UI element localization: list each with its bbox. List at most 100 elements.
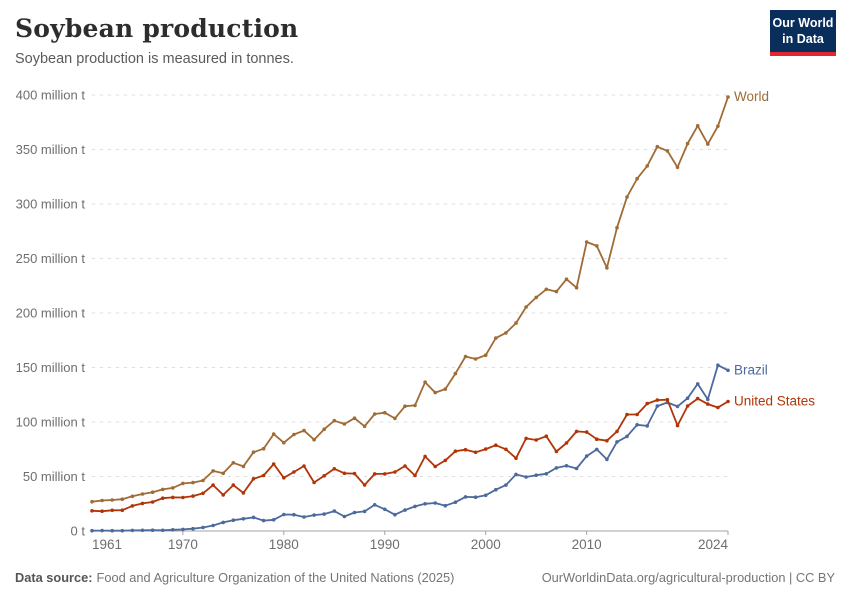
owid-citation-link[interactable]: OurWorldinData.org/agricultural-producti… xyxy=(541,569,835,585)
data-point-marker xyxy=(655,398,660,402)
series-label-united-states[interactable]: United States xyxy=(734,394,815,409)
y-axis-tick-label: 300 million t xyxy=(16,197,86,212)
data-point-marker xyxy=(463,354,468,359)
line-chart[interactable]: 0 t 50 million t 100 million t 150 million … xyxy=(0,78,850,554)
data-point-marker xyxy=(251,477,256,481)
data-point-marker xyxy=(372,412,377,416)
data-point-marker xyxy=(615,440,619,444)
data-point-marker xyxy=(201,478,205,483)
data-point-marker xyxy=(393,512,397,517)
data-point-marker xyxy=(483,493,488,498)
data-point-marker xyxy=(261,446,266,451)
data-point-marker xyxy=(90,509,94,513)
data-point-marker xyxy=(413,403,417,408)
data-point-marker xyxy=(110,508,114,513)
data-point-marker xyxy=(261,473,266,478)
data-point-marker xyxy=(413,504,417,509)
data-point-marker xyxy=(140,528,145,533)
series-line-brazil xyxy=(91,364,729,532)
data-point-marker xyxy=(675,423,680,428)
data-point-marker xyxy=(282,476,286,480)
data-point-marker xyxy=(211,469,215,473)
data-point-marker xyxy=(716,363,720,368)
data-point-marker xyxy=(494,336,498,340)
data-point-marker xyxy=(221,471,225,476)
data-point-marker xyxy=(342,422,347,426)
data-point-marker xyxy=(514,456,518,461)
data-point-marker xyxy=(584,240,589,244)
owid-logo-line2: in Data xyxy=(782,32,824,47)
data-point-marker xyxy=(403,508,407,512)
data-point-marker xyxy=(685,396,690,401)
data-point-marker xyxy=(231,518,236,522)
data-point-marker xyxy=(645,164,649,168)
data-point-marker xyxy=(231,461,236,465)
data-point-marker xyxy=(494,487,498,492)
series-label-world[interactable]: World xyxy=(734,89,769,104)
data-source-note: Data source: Food and Agriculture Organiz… xyxy=(15,570,454,585)
data-point-marker xyxy=(504,447,508,452)
data-point-marker xyxy=(716,405,720,410)
data-point-marker xyxy=(433,464,438,469)
chart-header: Soybean production Soybean production is… xyxy=(0,0,850,78)
data-point-marker xyxy=(171,528,175,532)
data-point-marker xyxy=(181,527,185,532)
data-point-marker xyxy=(271,432,276,436)
data-point-marker xyxy=(160,496,165,501)
data-point-marker xyxy=(483,447,488,451)
data-point-marker xyxy=(150,528,155,532)
data-point-marker xyxy=(383,472,387,476)
data-point-marker xyxy=(665,149,670,153)
data-point-marker xyxy=(554,449,559,454)
data-point-marker xyxy=(120,497,125,502)
data-point-marker xyxy=(282,440,286,445)
data-point-marker xyxy=(90,499,94,504)
data-point-marker xyxy=(181,495,185,500)
data-point-marker xyxy=(383,507,387,512)
data-point-marker xyxy=(90,528,94,533)
data-point-marker xyxy=(332,467,337,471)
data-point-marker xyxy=(595,244,599,248)
data-point-marker xyxy=(443,387,448,391)
data-point-marker xyxy=(110,498,114,502)
data-point-marker xyxy=(504,483,508,487)
data-point-marker xyxy=(352,510,357,515)
data-point-marker xyxy=(150,500,155,504)
owid-logo-line1: Our World xyxy=(772,16,834,30)
data-point-marker xyxy=(120,508,125,512)
data-point-marker xyxy=(423,380,427,385)
y-axis-tick-label: 350 million t xyxy=(16,142,86,157)
series-label-brazil[interactable]: Brazil xyxy=(734,362,768,377)
data-point-marker xyxy=(423,502,427,506)
data-point-marker xyxy=(554,289,559,294)
data-point-marker xyxy=(524,475,528,479)
data-point-marker xyxy=(534,473,538,478)
x-axis-tick-label: 1961 xyxy=(92,537,122,552)
data-point-marker xyxy=(675,404,680,409)
data-point-marker xyxy=(362,424,367,429)
data-point-marker xyxy=(322,512,327,516)
data-point-marker xyxy=(282,512,286,517)
data-point-marker xyxy=(695,124,700,128)
data-point-marker xyxy=(110,528,114,533)
x-axis-tick-label: 2010 xyxy=(572,537,602,552)
data-point-marker xyxy=(403,404,407,409)
data-point-marker xyxy=(403,464,407,468)
data-point-marker xyxy=(443,503,448,508)
data-point-marker xyxy=(685,404,690,408)
data-point-marker xyxy=(574,285,579,290)
data-point-marker xyxy=(302,515,306,519)
data-point-marker xyxy=(423,454,427,459)
x-axis-tick-label: 1980 xyxy=(269,537,299,552)
data-point-marker xyxy=(383,410,387,415)
data-point-marker xyxy=(171,495,175,500)
owid-logo[interactable]: Our World in Data xyxy=(770,10,836,56)
y-axis-tick-label: 400 million t xyxy=(16,88,86,103)
data-point-marker xyxy=(504,331,508,335)
data-point-marker xyxy=(100,528,104,533)
data-source-text: Food and Agriculture Organization of the… xyxy=(96,569,455,585)
data-point-marker xyxy=(605,457,609,462)
data-point-marker xyxy=(302,464,306,468)
data-source-label: Data source: xyxy=(15,569,93,585)
